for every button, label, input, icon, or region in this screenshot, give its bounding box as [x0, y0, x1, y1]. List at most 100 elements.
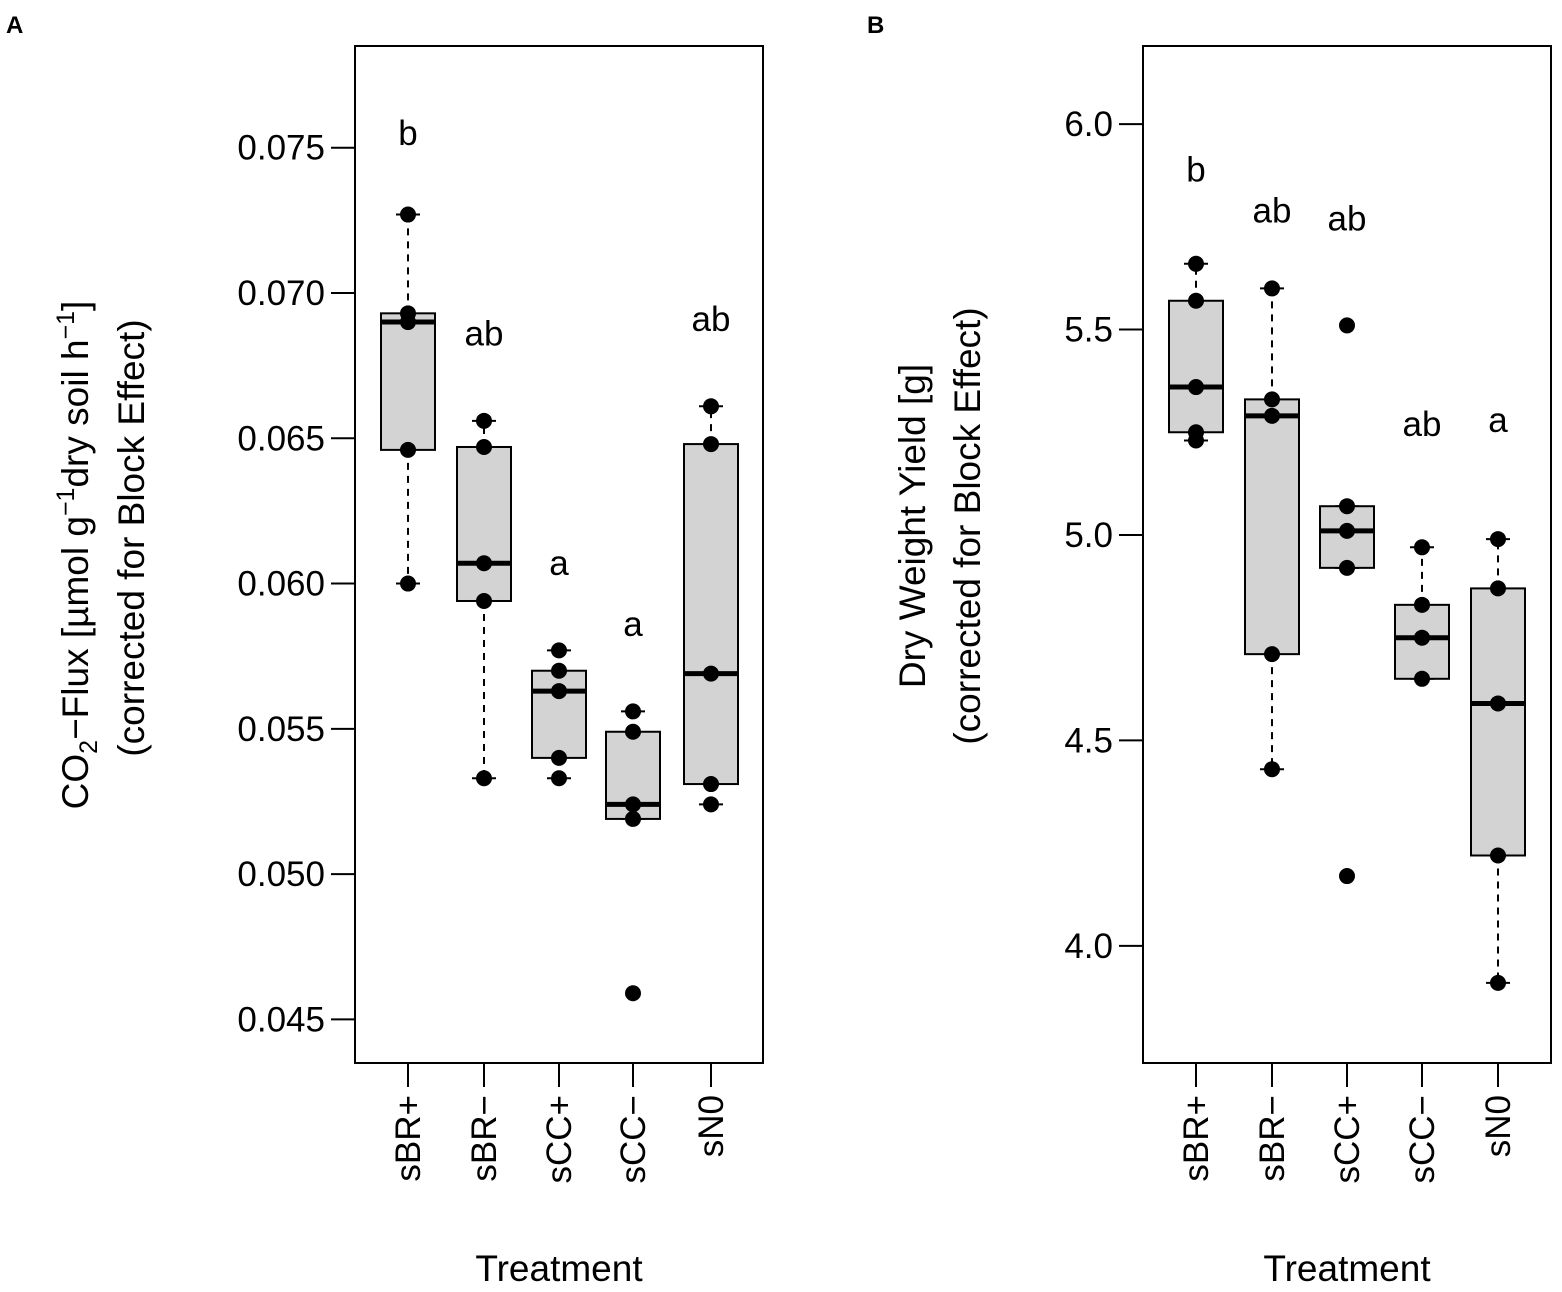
- data-point: [1490, 974, 1506, 991]
- data-point: [703, 796, 719, 813]
- data-point: [1490, 531, 1506, 548]
- data-point: [1414, 670, 1430, 687]
- panel-b-y-axis-title-line2: (corrected for Block Effect): [947, 307, 988, 744]
- data-point: [476, 592, 492, 609]
- y-tick-label: 0.050: [237, 855, 325, 894]
- significance-letter: a: [623, 605, 643, 644]
- panel-a-y-axis-title-line2: (corrected for Block Effect): [111, 319, 152, 756]
- data-point: [476, 770, 492, 787]
- x-tick-label: sBR−: [1253, 1095, 1292, 1182]
- data-point: [1490, 847, 1506, 864]
- data-point: [1339, 522, 1355, 539]
- panel-a-boxes: b ab a a ab: [380, 114, 739, 1002]
- data-point: [400, 314, 416, 331]
- x-tick-label: sCC−: [614, 1095, 653, 1184]
- significance-letter: b: [398, 114, 417, 153]
- data-point: [400, 575, 416, 592]
- data-point: [1264, 761, 1280, 778]
- data-point: [625, 703, 641, 720]
- data-point: [1264, 391, 1280, 408]
- data-point: [1490, 580, 1506, 597]
- panel-b-y-axis: 4.0 4.5 5.0 5.5 6.0: [1064, 105, 1143, 966]
- y-tick-label: 0.075: [237, 129, 325, 168]
- x-tick-label: sBR−: [465, 1095, 504, 1182]
- data-point: [1490, 695, 1506, 712]
- panel-a-x-axis-title: Treatment: [475, 1248, 643, 1289]
- data-point: [551, 642, 567, 659]
- data-point: [476, 412, 492, 429]
- ylabel-a-mid2: dry soil h: [55, 339, 96, 487]
- data-point: [551, 683, 567, 700]
- box-group: ab: [1244, 191, 1300, 778]
- panel-a-x-axis: sBR+ sBR− sCC+ sCC− sN0: [389, 1063, 731, 1184]
- significance-letter: b: [1186, 150, 1205, 189]
- box: [380, 312, 436, 451]
- data-point: [625, 985, 641, 1002]
- significance-letter: a: [1488, 401, 1508, 440]
- panel-b: B Dry Weight Yield [g] (corrected for Bl…: [867, 12, 1552, 1289]
- significance-letter: a: [549, 544, 569, 583]
- x-tick-label: sCC+: [540, 1095, 579, 1184]
- data-point: [1264, 646, 1280, 663]
- data-point: [625, 796, 641, 813]
- box: [1470, 587, 1526, 857]
- data-point: [551, 662, 567, 679]
- data-point: [1414, 539, 1430, 556]
- data-point: [476, 438, 492, 455]
- box-group: a: [531, 544, 587, 787]
- data-point: [1339, 498, 1355, 515]
- panel-b-label: B: [867, 12, 884, 39]
- box-group: a: [1470, 401, 1526, 991]
- data-point: [400, 206, 416, 223]
- ylabel-a-post: ]: [55, 301, 96, 311]
- data-point: [625, 723, 641, 740]
- data-point: [625, 810, 641, 827]
- box: [1168, 299, 1224, 434]
- y-tick-label: 0.065: [237, 419, 325, 458]
- data-point: [1414, 629, 1430, 646]
- panel-a-y-axis: 0.045 0.050 0.055 0.060 0.065 0.070 0.075: [237, 129, 355, 1039]
- data-point: [703, 776, 719, 793]
- box-group: b: [1168, 150, 1224, 449]
- data-point: [1339, 317, 1355, 334]
- x-tick-label: sBR+: [389, 1095, 428, 1182]
- significance-letter: ab: [465, 315, 504, 354]
- x-tick-label: sN0: [1479, 1095, 1518, 1157]
- ylabel-a-mid1: −Flux [µmol g: [55, 516, 96, 740]
- data-point: [1414, 596, 1430, 613]
- data-point: [1264, 407, 1280, 424]
- panel-a-label: A: [6, 12, 23, 39]
- significance-letter: ab: [1328, 200, 1367, 239]
- panel-a-y-axis-title-line1: CO2−Flux [µmol g−1dry soil h−1]: [52, 301, 103, 810]
- box-group: ab: [683, 300, 739, 813]
- x-tick-label: sCC−: [1403, 1095, 1442, 1184]
- box-group: b: [380, 114, 436, 592]
- ylabel-a-pre: CO: [55, 754, 96, 810]
- panel-b-x-axis: sBR+ sBR− sCC+ sCC− sN0: [1177, 1063, 1518, 1184]
- box-group: ab: [456, 315, 512, 787]
- significance-letter: ab: [692, 300, 731, 339]
- panel-a: A CO2−Flux [µmol g−1dry soil h−1] (corre…: [6, 12, 764, 1289]
- data-point: [1339, 559, 1355, 576]
- x-tick-label: sN0: [692, 1095, 731, 1157]
- y-tick-label: 6.0: [1064, 105, 1113, 144]
- data-point: [703, 665, 719, 682]
- y-tick-label: 5.5: [1064, 311, 1113, 350]
- data-point: [1188, 379, 1204, 396]
- data-point: [1264, 280, 1280, 297]
- significance-letter: ab: [1253, 191, 1292, 230]
- data-point: [1339, 868, 1355, 885]
- significance-letter: ab: [1403, 405, 1442, 444]
- data-point: [551, 770, 567, 787]
- data-point: [476, 555, 492, 572]
- data-point: [1188, 432, 1204, 449]
- box: [456, 445, 512, 602]
- y-tick-label: 0.060: [237, 565, 325, 604]
- x-tick-label: sBR+: [1177, 1095, 1216, 1182]
- panel-b-x-axis-title: Treatment: [1263, 1248, 1431, 1289]
- y-tick-label: 4.0: [1064, 927, 1113, 966]
- data-point: [703, 398, 719, 415]
- ylabel-a-sup2: −1: [52, 311, 80, 340]
- data-point: [551, 749, 567, 766]
